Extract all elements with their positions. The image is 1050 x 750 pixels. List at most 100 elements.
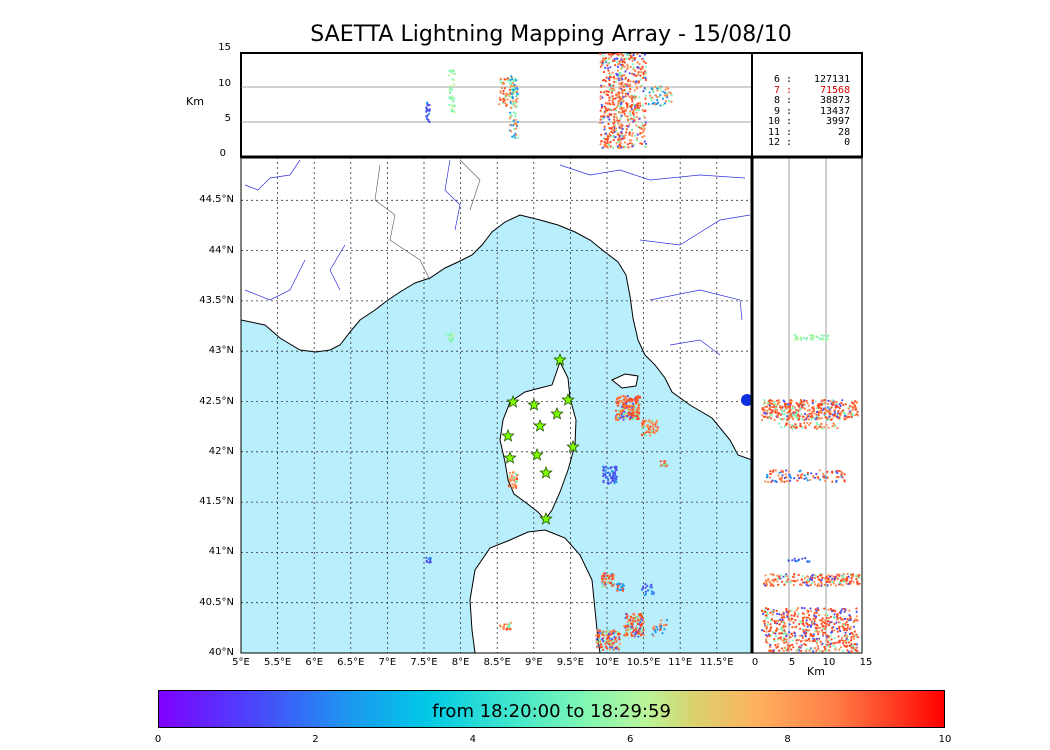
storm-cell bbox=[641, 418, 660, 437]
lat-tick: 43°N bbox=[208, 345, 234, 357]
count-row: 7 : 71568 bbox=[773, 84, 851, 96]
alt-band bbox=[764, 469, 846, 484]
station-marker bbox=[530, 447, 544, 461]
lon-tick: 7°E bbox=[378, 657, 397, 668]
side-tick: 10 bbox=[822, 657, 836, 668]
altitude-lightning-sources bbox=[425, 53, 673, 150]
lon-tick: 6.5°E bbox=[337, 657, 365, 668]
station-markers bbox=[501, 352, 580, 525]
alt-axis-label: Km bbox=[186, 95, 204, 108]
storm-cell bbox=[602, 465, 618, 485]
storm-cell bbox=[651, 619, 669, 638]
colorbar-tick: 8 bbox=[784, 734, 791, 745]
lat-tick: 40°N bbox=[208, 647, 234, 658]
storm-cell bbox=[498, 621, 512, 631]
count-row: 8 : 38873 bbox=[773, 95, 851, 106]
storm-cell bbox=[615, 582, 626, 592]
alt-column bbox=[425, 101, 431, 124]
station-marker bbox=[506, 394, 520, 408]
station-marker bbox=[566, 439, 580, 453]
storm-cell bbox=[507, 471, 519, 489]
lat-tick: 43.5°N bbox=[199, 294, 234, 306]
altitude-lon-panel bbox=[240, 52, 753, 158]
storm-cell bbox=[659, 460, 669, 468]
station-marker bbox=[501, 428, 515, 442]
alt-band bbox=[760, 606, 859, 634]
alt-column bbox=[508, 75, 519, 140]
side-tick: 15 bbox=[859, 657, 873, 668]
alt-band bbox=[787, 557, 811, 563]
storm-cell bbox=[614, 394, 642, 421]
lon-tick: 9°E bbox=[524, 657, 543, 668]
count-row: 10 : 3997 bbox=[767, 116, 851, 127]
station-marker bbox=[527, 397, 541, 411]
alt-column bbox=[599, 53, 626, 150]
alt-band bbox=[778, 421, 839, 430]
elba-island bbox=[611, 373, 639, 389]
lat-tick: 41°N bbox=[208, 546, 234, 558]
lon-tick: 5.5°E bbox=[263, 657, 292, 668]
counts-box bbox=[751, 52, 863, 158]
lat-tick: 44°N bbox=[208, 244, 234, 256]
station-marker bbox=[539, 511, 553, 525]
station-marker bbox=[539, 465, 553, 479]
storm-cell bbox=[425, 556, 432, 564]
alt-column bbox=[448, 69, 456, 114]
side-tick: 0 bbox=[751, 657, 759, 668]
colorbar-tick: 4 bbox=[469, 734, 476, 745]
count-row: 11 : 28 bbox=[767, 126, 851, 138]
alt-band bbox=[762, 572, 861, 588]
map-lightning-sources bbox=[425, 332, 669, 652]
colorbar-tick: 0 bbox=[154, 734, 162, 745]
colorbar-tick: 2 bbox=[312, 734, 319, 745]
lon-tick: 8°E bbox=[451, 657, 470, 668]
chart-title: SAETTA Lightning Mapping Array - 15/08/1… bbox=[310, 22, 792, 47]
alt-band bbox=[793, 333, 830, 342]
alt-band bbox=[761, 399, 860, 422]
colorbar-label: from 18:20:00 to 18:29:59 bbox=[432, 701, 671, 722]
alt-column bbox=[616, 53, 648, 149]
side-tick: 5 bbox=[788, 657, 796, 668]
station-marker bbox=[533, 418, 547, 432]
alt-band bbox=[765, 630, 860, 653]
lon-tick: 9.5°E bbox=[556, 657, 584, 668]
side-axis-label: Km bbox=[807, 665, 825, 678]
colorbar-tick: 10 bbox=[938, 734, 952, 745]
alt-tick: 5 bbox=[224, 113, 231, 124]
rivers bbox=[244, 159, 751, 356]
lat-tick: 44.5°N bbox=[199, 194, 234, 206]
lat-tick: 42.5°N bbox=[199, 395, 234, 407]
storm-cell bbox=[623, 612, 645, 638]
lon-tick: 5°E bbox=[232, 657, 250, 668]
counts-table: 6 : 127131 7 : 71568 8 : 38873 9 : 13437… bbox=[758, 74, 851, 149]
map-panel bbox=[241, 157, 752, 653]
lon-tick: 7.5°E bbox=[410, 657, 438, 668]
side-lightning-sources bbox=[760, 333, 861, 653]
station-marker bbox=[550, 406, 564, 420]
time-colorbar: from 18:20:00 to 18:29:59 bbox=[158, 690, 945, 728]
storm-cell bbox=[445, 332, 455, 343]
lat-tick: 40.5°N bbox=[199, 596, 234, 608]
lat-tick: 41.5°N bbox=[199, 496, 234, 508]
alt-column bbox=[647, 85, 673, 107]
station-marker bbox=[553, 352, 567, 366]
alt-tick: 15 bbox=[218, 42, 231, 53]
sardinia-land bbox=[469, 529, 601, 653]
borders bbox=[374, 159, 481, 281]
station-marker bbox=[503, 450, 517, 464]
station-marker bbox=[561, 392, 575, 406]
lon-tick: 8.5°E bbox=[483, 657, 511, 668]
mainland-land bbox=[241, 157, 752, 461]
lon-tick: 10.5°E bbox=[626, 657, 661, 668]
station-mainland-marker bbox=[741, 394, 752, 406]
count-row: 6 : 127131 bbox=[773, 74, 851, 85]
storm-cell bbox=[595, 629, 622, 652]
count-row: 12 : 0 bbox=[767, 137, 851, 148]
count-row: 9 : 13437 bbox=[773, 105, 851, 117]
storm-cell bbox=[640, 583, 655, 597]
storm-cell bbox=[600, 572, 616, 588]
lon-tick: 11°E bbox=[668, 657, 693, 668]
alt-tick: 0 bbox=[219, 148, 226, 159]
lon-tick: 6°E bbox=[305, 657, 324, 668]
